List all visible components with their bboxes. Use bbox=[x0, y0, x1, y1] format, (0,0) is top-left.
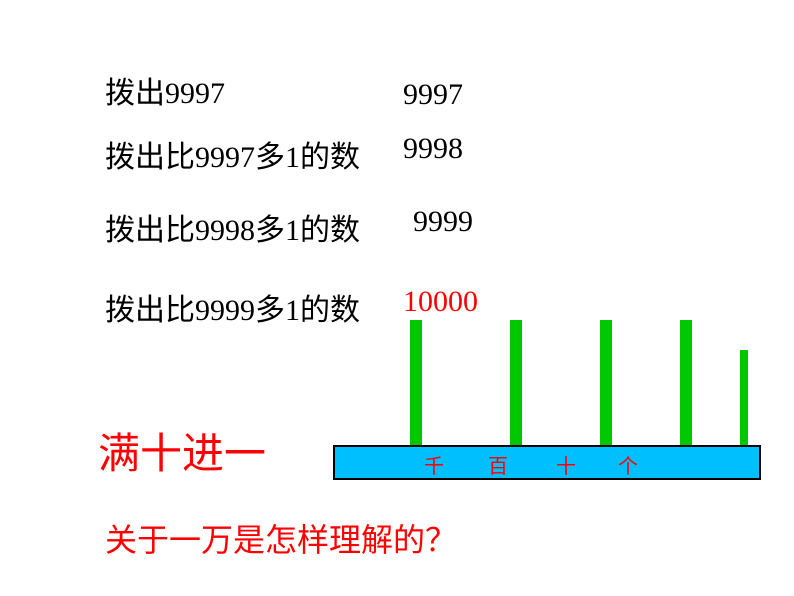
abacus-base bbox=[333, 445, 761, 480]
place-label-bai: 百 bbox=[488, 450, 508, 479]
abacus-rod-4 bbox=[680, 320, 692, 450]
abacus-rod-3 bbox=[600, 320, 612, 450]
prompt-2: 拨出比9997多1的数 bbox=[105, 132, 360, 176]
place-label-qian: 千 bbox=[424, 450, 444, 479]
prompt-1: 拨出9997 bbox=[105, 68, 225, 112]
place-label-ge: 个 bbox=[618, 450, 638, 479]
prompt-3: 拨出比9998多1的数 bbox=[105, 205, 360, 249]
abacus-rod-5 bbox=[740, 350, 748, 450]
question-text: 关于一万是怎样理解的？ bbox=[105, 515, 457, 561]
prompt-4: 拨出比9999多1的数 bbox=[105, 285, 360, 329]
answer-2: 9998 bbox=[403, 132, 463, 166]
principle-text: 满十进一 bbox=[98, 420, 266, 481]
answer-1: 9997 bbox=[403, 78, 463, 112]
place-label-shi: 十 bbox=[556, 450, 576, 479]
abacus-rod-1 bbox=[410, 320, 422, 450]
answer-4: 10000 bbox=[403, 285, 478, 319]
abacus-rod-2 bbox=[510, 320, 522, 450]
answer-3: 9999 bbox=[413, 205, 473, 239]
